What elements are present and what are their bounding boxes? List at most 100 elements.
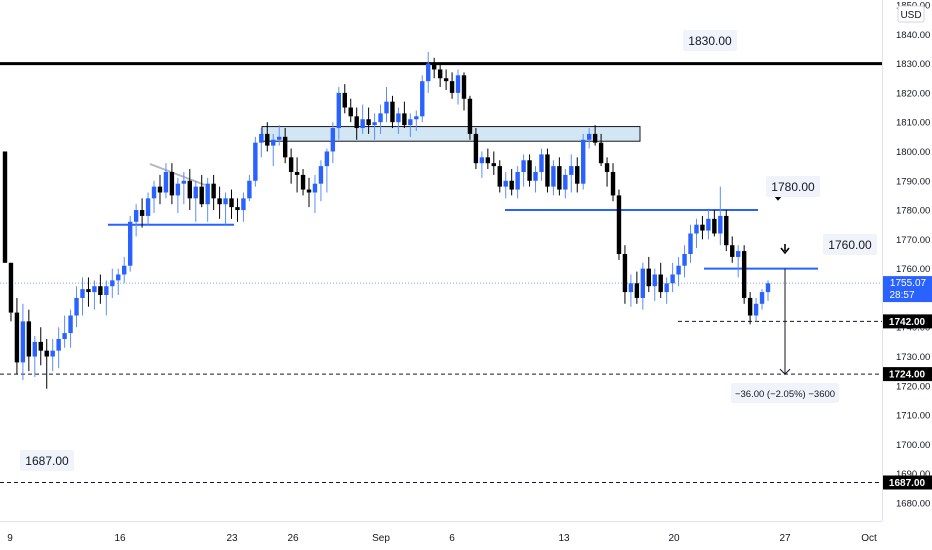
candle-body: [14, 312, 20, 363]
candle-body: [110, 280, 115, 287]
candle-body: [282, 136, 288, 158]
candle-body: [354, 116, 359, 129]
time-tick-label: 26: [287, 533, 299, 544]
label-1830-text: 1830.00: [688, 34, 732, 48]
currency-text: USD: [900, 10, 921, 21]
candle-body: [652, 274, 657, 287]
candle-body: [163, 171, 169, 193]
candle-body: [658, 274, 663, 293]
candle-body: [277, 136, 282, 140]
candle-body: [68, 315, 73, 334]
candle-body: [127, 221, 133, 266]
candle-body: [306, 189, 312, 193]
candle-body: [718, 215, 723, 234]
label-1760[interactable]: 1760.00: [823, 234, 877, 255]
candle-body: [485, 157, 491, 164]
label-1780-text: 1780.00: [771, 180, 815, 194]
price-tag-1687-text: 1687.00: [889, 478, 926, 489]
candle-body: [44, 350, 49, 357]
candle-body: [342, 92, 347, 108]
measure-arrow-icon: [779, 368, 791, 375]
candle-body: [139, 210, 145, 216]
candle-body: [2, 151, 8, 263]
price-tick-label: 1760.00: [896, 264, 930, 275]
candle-body: [765, 283, 771, 293]
candle-body: [288, 157, 294, 172]
price-tick-label: 1780.00: [896, 206, 930, 217]
candle-body: [50, 350, 55, 357]
price-tag-1742[interactable]: 1742.00: [883, 314, 932, 329]
candle-body: [217, 198, 222, 205]
label-1830[interactable]: 1830.00: [683, 30, 737, 51]
candle-body: [426, 63, 431, 82]
candle-body: [503, 180, 508, 187]
candle-body: [551, 166, 556, 187]
current-price-value: 1755.07: [890, 278, 927, 289]
candle-body: [759, 292, 765, 304]
candle-body: [80, 289, 85, 298]
time-axis[interactable]: 9 16 23 26 Sep 6 13 20 27 Oct: [7, 533, 877, 544]
price-tick-label: 1820.00: [896, 88, 930, 99]
candle-body: [700, 224, 705, 231]
measure-label[interactable]: −36.00 (−2.05%) −3600: [731, 383, 839, 403]
label-1780[interactable]: 1780.00: [766, 176, 820, 197]
candle-body: [694, 224, 699, 234]
candle-body: [20, 321, 26, 363]
candle-body: [682, 254, 687, 266]
candle-body: [56, 338, 61, 351]
currency-badge[interactable]: USD: [897, 5, 925, 23]
candle-body: [271, 139, 276, 146]
candle-body: [461, 75, 467, 99]
candle-body: [515, 171, 520, 190]
time-tick-label: 20: [668, 533, 680, 544]
price-tick-label: 1720.00: [896, 381, 930, 392]
time-tick-label: Sep: [372, 533, 390, 544]
price-tick-label: 1790.00: [896, 176, 930, 187]
candle-body: [753, 303, 759, 316]
candle-body: [324, 151, 330, 167]
candle-body: [396, 113, 401, 123]
candle-body: [175, 183, 181, 196]
candle-body: [706, 218, 711, 231]
candle-body: [259, 133, 264, 143]
candle-body: [563, 174, 568, 190]
candle-body: [724, 215, 729, 246]
candle-body: [187, 180, 192, 199]
candle-body: [300, 174, 306, 190]
candle-body: [730, 245, 735, 257]
price-axis[interactable]: 1680.00 1690.00 1700.00 1710.00 1720.00 1730.…: [896, 1, 930, 510]
candle-body: [247, 180, 252, 199]
time-tick-label: 6: [449, 533, 455, 544]
candle-body: [157, 186, 163, 193]
candle-body: [122, 265, 127, 275]
candle-body: [372, 122, 377, 126]
price-tag-1742-text: 1742.00: [889, 317, 926, 328]
candles-group: [2, 51, 771, 389]
candle-body: [229, 198, 234, 208]
candle-body: [479, 157, 485, 164]
candle-body: [455, 75, 461, 93]
candle-body: [545, 154, 550, 187]
price-tag-1724[interactable]: 1724.00: [883, 367, 932, 382]
countdown-value: 28:57: [889, 290, 914, 301]
label-1687[interactable]: 1687.00: [20, 450, 74, 471]
label-1687-text: 1687.00: [25, 454, 69, 468]
candle-body: [598, 142, 604, 164]
time-tick-label: 9: [7, 533, 13, 544]
price-tag-1724-text: 1724.00: [889, 370, 926, 381]
price-tick-label: 1830.00: [896, 59, 930, 70]
price-tag-1687[interactable]: 1687.00: [883, 475, 932, 490]
candle-body: [86, 289, 91, 293]
current-price-tag[interactable]: 1755.07 28:57: [883, 276, 932, 303]
candle-body: [133, 210, 139, 222]
candle-body: [205, 183, 210, 205]
candle-body: [193, 186, 198, 199]
candle-body: [330, 128, 336, 152]
candle-body: [211, 183, 216, 199]
candle-body: [378, 113, 383, 123]
candle-body: [491, 163, 496, 167]
candle-body: [443, 78, 449, 82]
candle-body: [116, 274, 121, 281]
